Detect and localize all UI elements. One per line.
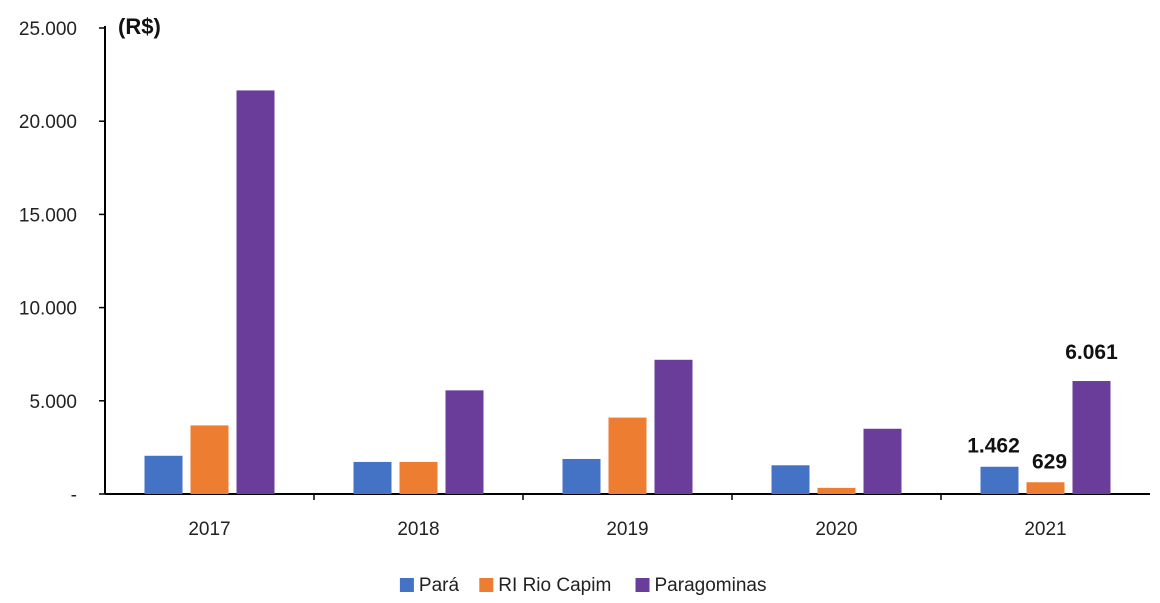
bar xyxy=(1026,482,1065,494)
bar xyxy=(608,417,647,494)
x-tick-label: 2018 xyxy=(397,519,439,540)
x-tick-label: 2017 xyxy=(188,519,230,540)
legend-swatch xyxy=(479,578,494,592)
data-label: 6.061 xyxy=(1065,341,1118,364)
legend: Pará RI Rio Capim Paragominas xyxy=(399,575,767,596)
bar xyxy=(980,466,1019,494)
data-label: 1.462 xyxy=(967,435,1020,458)
bar xyxy=(399,461,438,494)
bar xyxy=(445,390,484,494)
x-tick-label: 2020 xyxy=(815,519,857,540)
legend-label: Paragominas xyxy=(655,575,767,596)
bar xyxy=(817,487,856,494)
y-tick-label: 20.000 xyxy=(19,112,77,133)
y-tick-label: 15.000 xyxy=(19,205,77,226)
y-tick-label: 10.000 xyxy=(19,299,77,320)
legend-swatch xyxy=(635,578,650,592)
bar xyxy=(1072,381,1111,494)
legend-swatch xyxy=(399,578,414,592)
bar xyxy=(236,90,275,494)
bar xyxy=(771,465,810,494)
bar xyxy=(654,359,693,494)
bar xyxy=(863,428,902,494)
bar xyxy=(562,458,601,494)
legend-label: RI Rio Capim xyxy=(498,575,611,596)
data-label: 629 xyxy=(1032,450,1067,473)
y-tick-label: 5.000 xyxy=(29,392,77,413)
legend-label: Pará xyxy=(419,575,460,596)
data-labels: 1.462 629 6.061 xyxy=(967,341,1118,473)
x-tick-label: 2019 xyxy=(606,519,648,540)
x-tick-label: 2021 xyxy=(1024,519,1066,540)
y-tick-label: 25.000 xyxy=(19,19,77,40)
bar xyxy=(353,461,392,494)
y-unit-label: (R$) xyxy=(118,14,161,39)
y-tick-label: - xyxy=(71,485,77,506)
axes: - 5.000 10.000 15.000 20.000 25.000 (R$) 2017 20… xyxy=(19,14,1150,540)
bar xyxy=(144,455,183,494)
bars xyxy=(144,90,1111,494)
bar xyxy=(190,425,229,494)
